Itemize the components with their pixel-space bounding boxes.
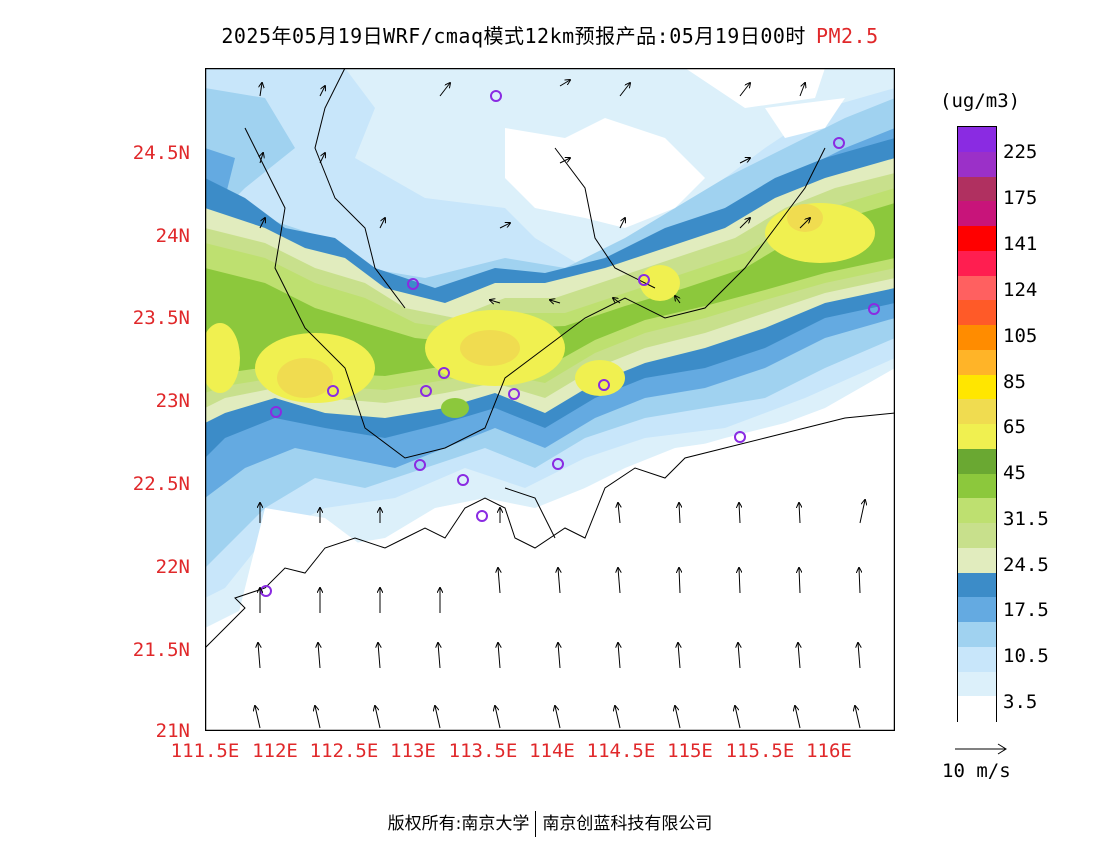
legend-swatch (958, 696, 996, 722)
pm25-map (205, 68, 895, 731)
legend-swatch (958, 176, 996, 202)
legend-swatch (958, 275, 996, 301)
legend-label-3-5: 3.5 (1003, 691, 1038, 713)
title-main: 2025年05月19日WRF/cmaq模式12km预报产品:05月19日00时 (221, 24, 806, 48)
lat-label-21-5: 21.5N (132, 639, 190, 661)
legend-swatch (958, 671, 996, 697)
legend-label-10-5: 10.5 (1003, 645, 1049, 667)
legend-swatch (958, 226, 996, 252)
lat-label-22-5: 22.5N (132, 473, 190, 495)
legend-swatch (958, 646, 996, 672)
lon-label-113-5: 113.5E (448, 740, 518, 762)
legend-label-45: 45 (1003, 462, 1026, 484)
wind-vectors (255, 80, 865, 729)
legend-swatch (958, 300, 996, 326)
wind-scale-arrow (955, 743, 1007, 755)
legend-swatch (958, 547, 996, 573)
lon-label-115: 115E (667, 740, 713, 762)
lon-label-115-5: 115.5E (725, 740, 795, 762)
legend-label-17-5: 17.5 (1003, 599, 1049, 621)
lat-label-21: 21N (155, 720, 190, 742)
lon-label-112: 112E (252, 740, 298, 762)
lat-label-24: 24N (155, 225, 190, 247)
wind-scale-label: 10 m/s (942, 760, 1011, 782)
legend-label-24-5: 24.5 (1003, 554, 1049, 576)
footer-separator (535, 811, 537, 837)
lat-label-23: 23N (155, 390, 190, 412)
legend-swatch (958, 399, 996, 425)
legend-swatch (958, 201, 996, 227)
legend-label-85: 85 (1003, 371, 1026, 393)
legend-swatch (958, 572, 996, 598)
legend-swatch (958, 151, 996, 177)
legend-label-124: 124 (1003, 279, 1038, 301)
legend-swatch (958, 250, 996, 276)
lon-label-113: 113E (390, 740, 436, 762)
copyright-right: 南京创蓝科技有限公司 (542, 814, 713, 834)
color-legend (957, 126, 997, 722)
legend-swatch (958, 127, 996, 153)
legend-swatch (958, 448, 996, 474)
legend-label-141: 141 (1003, 233, 1038, 255)
lon-label-111-5: 111.5E (170, 740, 240, 762)
legend-swatch (958, 597, 996, 623)
lat-label-22: 22N (155, 556, 190, 578)
lat-label-24-5: 24.5N (132, 142, 190, 164)
legend-unit: (ug/m3) (940, 90, 1021, 112)
lat-label-23-5: 23.5N (132, 307, 190, 329)
legend-swatch (958, 473, 996, 499)
map-frame (205, 68, 895, 731)
legend-label-225: 225 (1003, 141, 1038, 163)
legend-swatch (958, 424, 996, 450)
lon-label-116: 116E (806, 740, 852, 762)
legend-label-175: 175 (1003, 187, 1038, 209)
boundaries (205, 68, 895, 649)
copyright-left: 版权所有:南京大学 (387, 814, 530, 834)
copyright-footer: 版权所有:南京大学 南京创蓝科技有限公司 (0, 809, 1100, 837)
legend-swatch (958, 523, 996, 549)
lon-label-114-5: 114.5E (586, 740, 656, 762)
legend-swatch (958, 325, 996, 351)
legend-label-65: 65 (1003, 416, 1026, 438)
legend-label-31-5: 31.5 (1003, 508, 1049, 530)
legend-label-105: 105 (1003, 325, 1038, 347)
lon-label-114: 114E (529, 740, 575, 762)
legend-swatch (958, 498, 996, 524)
title-pollutant: PM2.5 (815, 24, 879, 48)
legend-swatch (958, 622, 996, 648)
legend-swatch (958, 349, 996, 375)
legend-swatch (958, 374, 996, 400)
map-title: 2025年05月19日WRF/cmaq模式12km预报产品:05月19日00时 P… (0, 20, 1100, 49)
lon-label-112-5: 112.5E (309, 740, 379, 762)
concentration-field (205, 68, 895, 731)
